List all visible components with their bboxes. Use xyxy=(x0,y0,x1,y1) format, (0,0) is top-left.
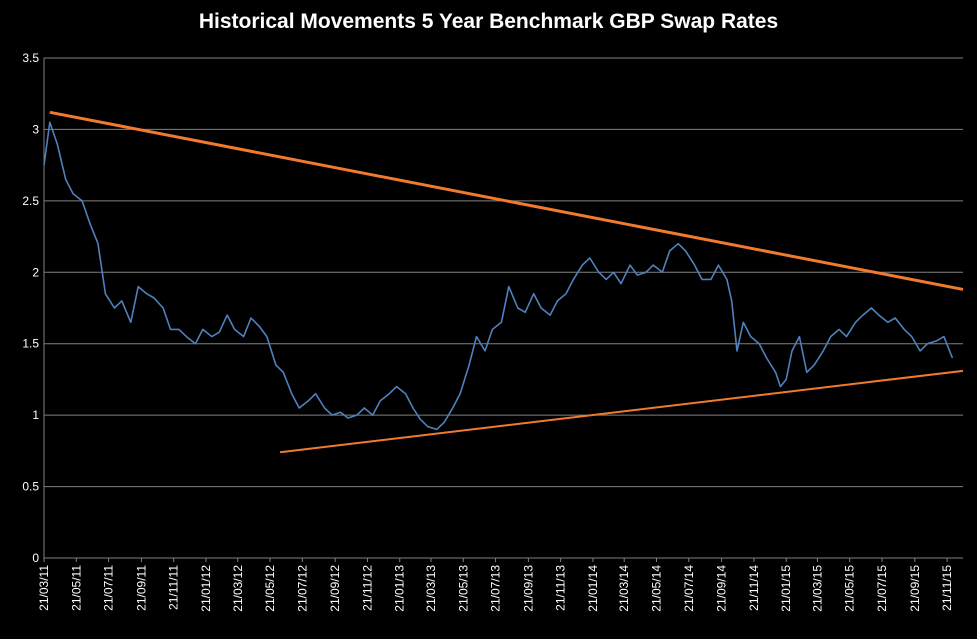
chart-title: Historical Movements 5 Year Benchmark GB… xyxy=(198,10,779,33)
x-tick-label: 21/07/11 xyxy=(102,565,116,611)
x-tick-label: 21/03/13 xyxy=(424,565,438,612)
x-tick-label: 21/03/15 xyxy=(810,565,824,612)
x-tick-label: 21/03/14 xyxy=(617,565,631,612)
trendline-lower xyxy=(279,369,964,454)
y-tick-label: 2.5 xyxy=(22,194,39,208)
x-tick-label: 21/11/12 xyxy=(360,565,374,611)
x-tick-label: 21/11/13 xyxy=(554,565,568,611)
trendline-layer xyxy=(49,110,964,454)
x-tick-label: 21/07/13 xyxy=(489,565,503,612)
x-axis-ticks: 21/03/11 21/05/11 21/07/11 21/09/11 21/11/11… xyxy=(37,558,954,612)
x-tick-label: 21/09/14 xyxy=(715,565,729,612)
x-tick-label: 21/05/14 xyxy=(649,565,663,612)
y-tick-label: 3 xyxy=(32,122,39,136)
series-layer xyxy=(43,121,954,431)
series-line-0 xyxy=(43,121,954,431)
trendline-upper xyxy=(49,110,964,291)
x-tick-label: 21/05/12 xyxy=(263,565,277,612)
x-tick-label: 21/03/11 xyxy=(37,565,51,611)
x-tick-label: 21/01/15 xyxy=(779,565,793,612)
x-tick-label: 21/11/14 xyxy=(747,565,761,611)
y-tick-label: 3.5 xyxy=(22,51,39,65)
x-tick-label: 21/01/12 xyxy=(199,565,213,612)
x-tick-label: 21/09/13 xyxy=(521,565,535,612)
y-tick-label: 2 xyxy=(32,265,39,279)
x-tick-label: 21/05/13 xyxy=(456,565,470,612)
x-tick-label: 21/03/12 xyxy=(231,565,245,612)
x-tick-label: 21/05/11 xyxy=(69,565,83,611)
x-tick-label: 21/05/15 xyxy=(843,565,857,612)
gridlines xyxy=(43,57,963,559)
x-tick-label: 21/09/11 xyxy=(134,565,148,611)
y-tick-label: 1 xyxy=(32,408,39,422)
y-axis-ticks: 0 0.5 1 1.5 2 2.5 3 3.5 xyxy=(22,51,39,565)
x-tick-label: 21/09/12 xyxy=(328,565,342,612)
x-tick-label: 21/07/12 xyxy=(295,565,309,612)
y-tick-label: 0 xyxy=(32,551,39,565)
x-tick-label: 21/07/14 xyxy=(682,565,696,612)
x-tick-label: 21/09/15 xyxy=(908,565,922,612)
x-tick-label: 21/01/13 xyxy=(393,565,407,612)
x-tick-label: 21/11/11 xyxy=(167,565,181,610)
x-tick-label: 21/11/15 xyxy=(940,565,954,611)
x-tick-label: 21/07/15 xyxy=(875,565,889,612)
y-tick-label: 0.5 xyxy=(22,480,39,494)
y-tick-label: 1.5 xyxy=(22,337,39,351)
x-tick-label: 21/01/14 xyxy=(586,565,600,612)
